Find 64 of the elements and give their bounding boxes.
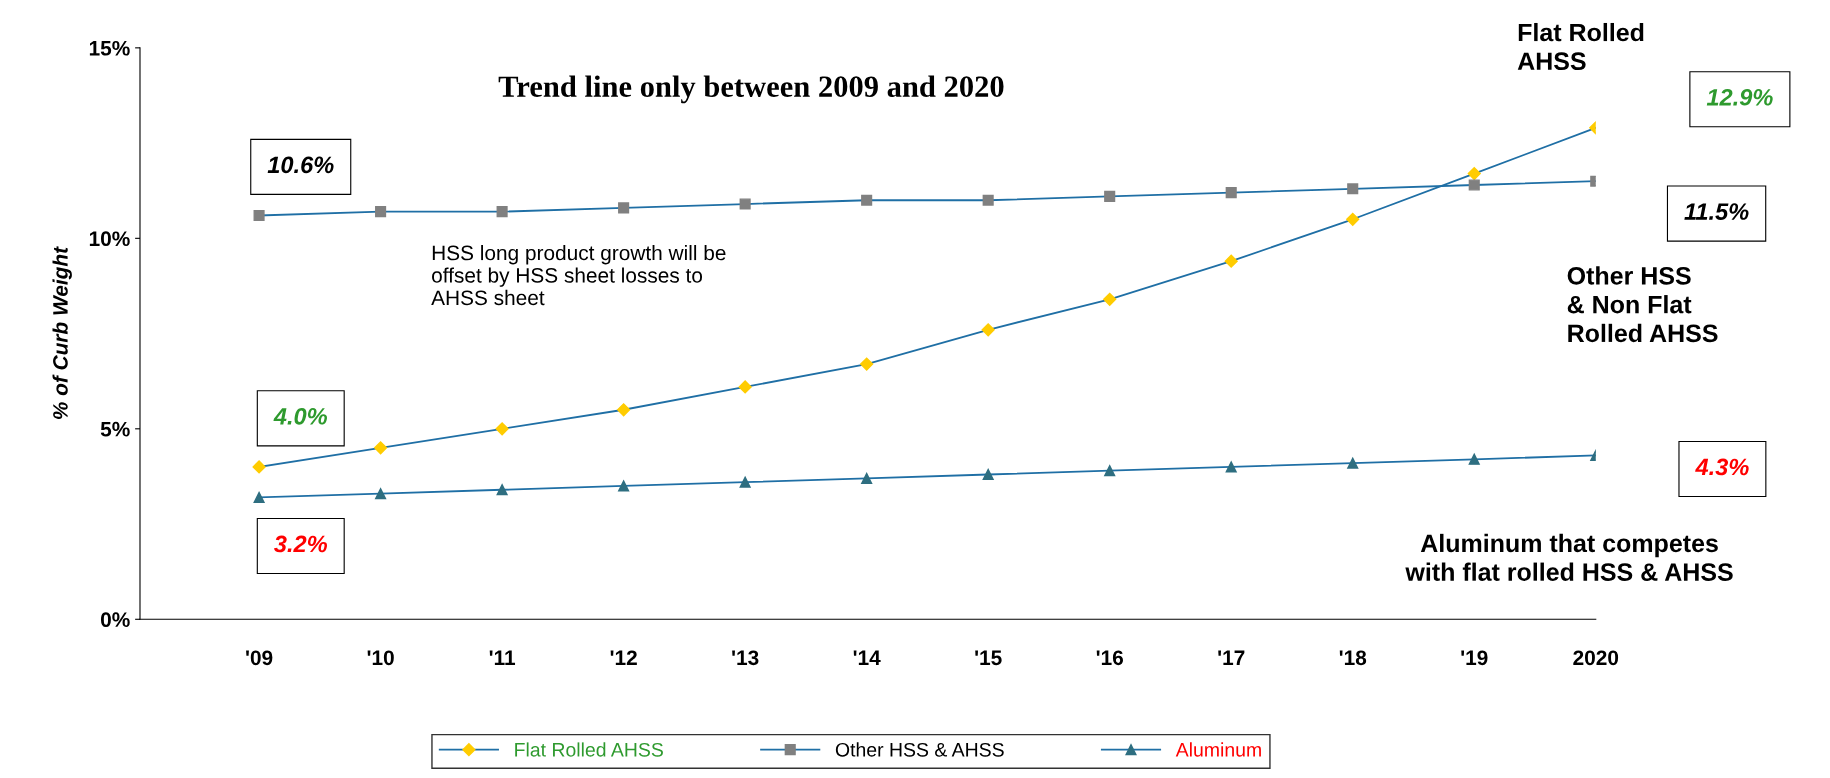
point bbox=[1104, 465, 1116, 477]
point bbox=[618, 480, 630, 492]
point bbox=[496, 206, 508, 218]
x-tick-label: '13 bbox=[732, 650, 759, 666]
legend-label: Other HSS & AHSS bbox=[835, 742, 1004, 757]
point bbox=[375, 206, 387, 218]
point bbox=[1224, 254, 1238, 268]
point bbox=[252, 460, 266, 474]
x-tick-label: '19 bbox=[1461, 650, 1488, 666]
x-tick-label: '14 bbox=[853, 650, 881, 665]
point bbox=[496, 484, 508, 496]
legend-label: Aluminum bbox=[1175, 742, 1261, 757]
point bbox=[1347, 457, 1359, 469]
point bbox=[1225, 187, 1237, 199]
point bbox=[1346, 212, 1360, 226]
x-tick-label: 2020 bbox=[1573, 650, 1619, 666]
text: 4.3% bbox=[1695, 458, 1749, 476]
annotation: 4.0% bbox=[273, 407, 327, 425]
x-tick-label: '15 bbox=[975, 650, 1002, 666]
annotation: Flat Rolled AHSS bbox=[1517, 22, 1644, 71]
point bbox=[495, 422, 509, 436]
point bbox=[738, 380, 752, 394]
point bbox=[981, 323, 995, 337]
x-tick-label: '17 bbox=[1218, 650, 1245, 665]
point bbox=[618, 202, 630, 214]
point bbox=[739, 198, 751, 210]
point bbox=[861, 472, 873, 484]
annotation: 10.6% bbox=[267, 156, 334, 174]
point bbox=[739, 476, 751, 488]
text: Trend line only between 2009 and 2020 bbox=[498, 75, 1004, 104]
point bbox=[253, 209, 265, 222]
annotation: Aluminum that competes with flat rolled HSS & AHSS bbox=[1405, 533, 1733, 581]
x-tick-label: '11 bbox=[489, 650, 516, 665]
x-tick-label: '16 bbox=[1096, 650, 1124, 666]
point bbox=[982, 468, 994, 481]
point bbox=[860, 357, 874, 371]
point bbox=[861, 194, 873, 206]
x-tick-label: '12 bbox=[610, 650, 637, 665]
point bbox=[1225, 461, 1237, 473]
y-tick-label: 10% bbox=[89, 231, 130, 247]
point bbox=[1104, 190, 1116, 202]
point bbox=[1468, 453, 1480, 465]
x-tick-label: '18 bbox=[1339, 650, 1367, 666]
point bbox=[253, 491, 265, 503]
y-axis-title: % of Curb Weight bbox=[52, 246, 72, 420]
y-tick-label: 0% bbox=[100, 612, 130, 628]
point bbox=[374, 441, 388, 455]
text: 12.9% bbox=[1706, 88, 1773, 106]
x-tick-label: '09 bbox=[246, 650, 273, 666]
point bbox=[1468, 179, 1480, 191]
point bbox=[1347, 183, 1359, 195]
x-tick-label: '10 bbox=[367, 650, 394, 666]
legend-label: Flat Rolled AHSS bbox=[515, 742, 663, 757]
text: 11.5% bbox=[1684, 203, 1749, 220]
annotation: 3.2% bbox=[274, 535, 327, 553]
point bbox=[982, 194, 994, 206]
y-tick-label: 5% bbox=[100, 421, 130, 437]
annotation: HSS long product growth will be offset by HSS sheet losses to AHSS sheet bbox=[431, 244, 726, 306]
y-tick-label: 15% bbox=[89, 40, 130, 56]
point bbox=[617, 403, 631, 417]
point bbox=[1103, 292, 1117, 306]
point bbox=[375, 488, 387, 500]
point bbox=[1467, 166, 1481, 181]
annotation: Other HSS & Non Flat Rolled AHSS bbox=[1567, 266, 1718, 343]
